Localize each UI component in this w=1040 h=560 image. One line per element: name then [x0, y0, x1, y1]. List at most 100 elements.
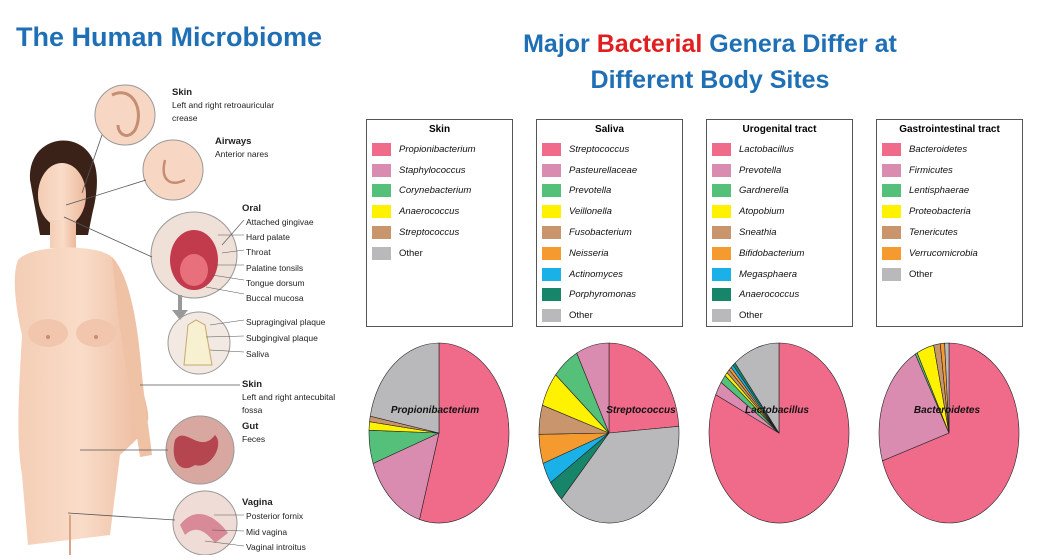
oral-item: Throat	[246, 247, 271, 258]
legend-label: Other	[739, 310, 763, 322]
pie-slice	[372, 432, 440, 520]
oral-item: Tongue dorsum	[246, 277, 305, 288]
legend-label: Streptococcus	[399, 227, 460, 239]
vagina-item: Posterior fornix	[246, 511, 304, 521]
legend-label: Gardnerella	[739, 185, 789, 197]
legend-item: Tenericutes	[877, 222, 1022, 243]
legend-swatch	[882, 246, 901, 260]
legend-item: Other	[367, 243, 512, 264]
legend-label: Streptococcus	[569, 143, 630, 155]
legend-label: Tenericutes	[909, 227, 958, 239]
skin2-title: Skin	[242, 379, 263, 390]
legend-swatch	[882, 267, 901, 281]
legend-swatch	[542, 205, 561, 219]
legend-label: Staphylococcus	[399, 164, 466, 176]
pie-slice	[561, 425, 680, 524]
legend-label: Bacteroidetes	[909, 143, 968, 155]
legend-label: Proteobacteria	[909, 206, 971, 218]
pie-skin: Propionibacterium	[368, 342, 510, 524]
pie-label: Streptococcus	[606, 405, 676, 416]
legend-swatch	[712, 205, 731, 219]
legend-swatch	[712, 246, 731, 260]
legend-swatch	[372, 246, 391, 260]
legend-label: Atopobium	[739, 206, 785, 218]
legend-swatch	[882, 163, 901, 177]
legend-item: Prevotella	[537, 181, 682, 202]
legend-swatch	[372, 205, 391, 219]
legend-item: Fusobacterium	[537, 222, 682, 243]
legend-swatch	[542, 246, 561, 260]
heading-part1: Major	[523, 30, 597, 58]
legend-saliva: Saliva Streptococcus Pasteurellaceae Prevo…	[536, 119, 683, 327]
pie-slice	[944, 342, 950, 434]
legend-label: Other	[569, 310, 593, 322]
skin2-sub: Left and right antecubital fossa	[242, 392, 336, 415]
vagina-title-label: Vagina	[242, 496, 273, 509]
legend-swatch	[882, 184, 901, 198]
legend-item: Streptococcus	[367, 222, 512, 243]
legend-label: Actinomyces	[569, 268, 623, 280]
legend-item: Firmicutes	[877, 160, 1022, 181]
legend-item: Veillonella	[537, 201, 682, 222]
plaque-item: Saliva	[246, 349, 270, 359]
legend-swatch	[542, 184, 561, 198]
heading-red-word: Bacterial	[596, 30, 703, 58]
legend-label: Porphyromonas	[569, 289, 637, 301]
oral-item: Buccal mucosa	[246, 293, 304, 304]
legend-swatch	[882, 205, 901, 219]
legend-item: Staphylococcus	[367, 160, 512, 181]
legend-swatch	[882, 226, 901, 240]
legend-label: Verrucomicrobia	[909, 247, 978, 259]
gut-title: Gut	[242, 421, 259, 432]
legend-swatch	[712, 309, 731, 323]
pie-slice	[608, 342, 680, 434]
legend-item: Other	[537, 305, 682, 326]
legend-label: Firmicutes	[909, 164, 953, 176]
plaque-item: Subgingival plaque	[246, 333, 318, 343]
oral-items: Attached gingivae Hard palate Throat Pal…	[246, 215, 314, 306]
oral-label: Oral	[242, 202, 261, 215]
legend-label: Anaerococcus	[739, 289, 800, 301]
legend-item: Lentisphaerae	[877, 181, 1022, 202]
body-illustration: Skin Left and right retroauricular creas…	[0, 75, 345, 556]
legend-item: Neisseria	[537, 243, 682, 264]
legend-item: Propionibacterium	[367, 139, 512, 160]
legend-title: Saliva	[595, 124, 624, 135]
oral-item: Attached gingivae	[246, 217, 314, 227]
legend-label: Corynebacterium	[399, 185, 472, 197]
legend-item: Atopobium	[707, 201, 852, 222]
pie-label: Propionibacterium	[391, 405, 479, 416]
vagina-item: Mid vagina	[246, 526, 288, 537]
airways-label: Airways Anterior nares	[215, 135, 268, 161]
legend-swatch	[372, 226, 391, 240]
legend-item: Bacteroidetes	[877, 139, 1022, 160]
legend-swatch	[542, 267, 561, 281]
legend-swatch	[712, 184, 731, 198]
pie-urogenital: Lactobacillus	[708, 342, 850, 524]
legend-item: Prevotella	[707, 160, 852, 181]
legend-label: Sneathia	[739, 227, 777, 239]
legend-swatch	[542, 163, 561, 177]
pie-slice	[878, 353, 950, 462]
heading-line2: Different Body Sites	[590, 66, 830, 94]
chart-heading: Major Bacterial Genera Differ at Differe…	[440, 26, 980, 98]
heading-part2: Genera Differ at	[702, 30, 897, 58]
pie-label: Lactobacillus	[745, 405, 809, 416]
legend-label: Bifidobacterium	[739, 247, 805, 259]
legend-swatch	[712, 226, 731, 240]
oral-item: Palatine tonsils	[246, 262, 304, 273]
pie-slice	[419, 342, 510, 524]
legend-title: Urogenital tract	[742, 124, 817, 135]
legend-item: Sneathia	[707, 222, 852, 243]
legend-title: Skin	[428, 124, 451, 135]
legend-label: Pasteurellaceae	[569, 164, 638, 176]
legend-label: Neisseria	[569, 247, 609, 259]
legend-item: Corynebacterium	[367, 181, 512, 202]
gut-label: Gut Feces	[242, 420, 265, 446]
legend-swatch	[712, 267, 731, 281]
airways-sub: Anterior nares	[215, 149, 269, 159]
legend-item: Proteobacteria	[877, 201, 1022, 222]
legend-swatch	[372, 163, 391, 177]
legend-label: Anaerococcus	[399, 206, 460, 218]
airways-title: Airways	[215, 136, 252, 147]
